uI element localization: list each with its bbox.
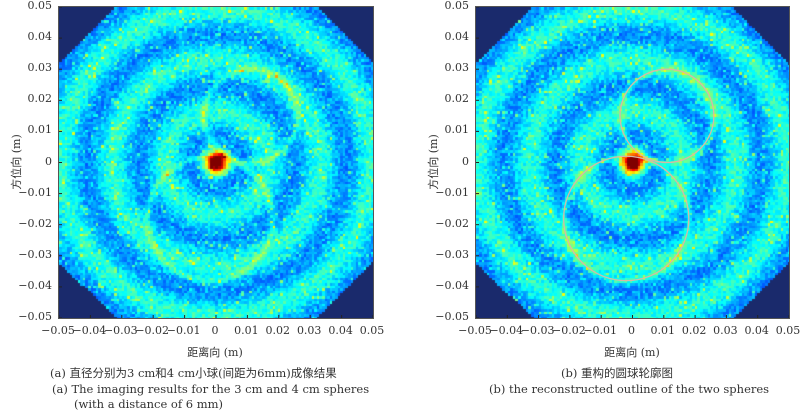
overlay-b bbox=[476, 7, 789, 318]
y-tick-label: 0.05 bbox=[444, 0, 470, 12]
heatmap-image-a bbox=[59, 7, 373, 318]
y-tick-label: 0.03 bbox=[444, 61, 470, 75]
x-tick-label: 0.03 bbox=[296, 324, 322, 337]
y-tick-label: 0.01 bbox=[444, 123, 470, 137]
y-tick-label: 0 bbox=[45, 154, 52, 168]
caption-cn-b: (b) 重构的圆球轮廓图 bbox=[561, 366, 673, 380]
x-tick-label: 0.02 bbox=[681, 324, 707, 337]
heatmap-image-b bbox=[476, 7, 789, 318]
y-tick-label: −0.02 bbox=[18, 216, 52, 230]
x-tick-label: −0.04 bbox=[72, 324, 107, 337]
overlay-a bbox=[59, 7, 373, 318]
y-tick-label: −0.04 bbox=[18, 278, 52, 292]
y-axis-label-b: 方位向 (m) bbox=[427, 134, 440, 190]
y-tick-label: −0.05 bbox=[18, 310, 52, 323]
y-tick-label: 0.02 bbox=[27, 92, 53, 106]
heatmap-plot-b bbox=[475, 6, 790, 319]
outline-circle-1 bbox=[619, 68, 715, 164]
caption-en-a-line2: (with a distance of 6 mm) bbox=[74, 397, 224, 411]
x-tick-label: 0.03 bbox=[713, 324, 738, 337]
x-axis-label-a: 距离向 (m) bbox=[187, 346, 243, 359]
panel-b: 0.05 0.04 0.03 0.02 0.01 0 −0.01 −0.02 −0.03 −0.0… bbox=[417, 0, 800, 413]
y-tick-label: 0 bbox=[462, 154, 469, 168]
x-tick-label: −0.04 bbox=[489, 324, 524, 337]
x-tick-label: −0.05 bbox=[458, 324, 492, 337]
x-tick-label: −0.01 bbox=[166, 324, 201, 337]
x-tick-label: −0.01 bbox=[583, 324, 618, 337]
y-tick-label: −0.03 bbox=[435, 247, 469, 261]
y-axis-label-a: 方位向 (m) bbox=[10, 134, 23, 190]
x-tick-label: 0.05 bbox=[359, 324, 385, 337]
x-tick-label: −0.03 bbox=[520, 324, 555, 337]
y-tick-label: −0.04 bbox=[435, 278, 469, 292]
x-tick-label: −0.02 bbox=[135, 324, 170, 337]
heatmap-plot-a bbox=[58, 6, 374, 319]
y-tick-label: −0.01 bbox=[435, 185, 469, 199]
x-tick-label: 0 bbox=[628, 324, 635, 337]
x-tick-label: 0.01 bbox=[234, 324, 259, 337]
y-tick-label: 0.05 bbox=[27, 0, 53, 12]
caption-en-a-line1: (a) The imaging results for the 3 cm and… bbox=[52, 382, 370, 396]
x-tick-label: −0.05 bbox=[41, 324, 75, 337]
caption-cn-a: (a) 直径分别为3 cm和4 cm小球(间距为6mm)成像结果 bbox=[50, 366, 337, 380]
x-tick-label: 0 bbox=[211, 324, 219, 337]
x-tick-label: −0.03 bbox=[103, 324, 138, 337]
y-tick-label: −0.01 bbox=[18, 185, 52, 199]
y-tick-label: 0.01 bbox=[27, 123, 53, 137]
panel-a: 0.05 0.04 0.03 0.02 0.01 0 −0.01 −0.02 −0.03 −0.0… bbox=[10, 0, 385, 411]
caption-en-b: (b) the reconstructed outline of the two… bbox=[489, 382, 770, 396]
y-tick-label: 0.04 bbox=[27, 30, 53, 44]
y-tick-label: −0.05 bbox=[435, 310, 469, 323]
x-tick-label: 0.04 bbox=[328, 324, 353, 337]
y-tick-label: 0.02 bbox=[444, 92, 470, 106]
outline-circle-2 bbox=[562, 155, 690, 282]
x-tick-label: −0.02 bbox=[552, 324, 586, 337]
x-axis-label-b: 距离向 (m) bbox=[604, 346, 660, 359]
x-tick-label: 0.05 bbox=[775, 324, 800, 337]
y-tick-label: −0.02 bbox=[435, 216, 469, 230]
x-tick-label: 0.04 bbox=[744, 324, 769, 337]
x-tick-label: 0.01 bbox=[650, 324, 676, 337]
x-tick-label: 0.02 bbox=[265, 324, 291, 337]
y-tick-label: −0.03 bbox=[18, 247, 52, 261]
y-tick-label: 0.03 bbox=[27, 61, 53, 75]
y-tick-label: 0.04 bbox=[444, 30, 470, 44]
